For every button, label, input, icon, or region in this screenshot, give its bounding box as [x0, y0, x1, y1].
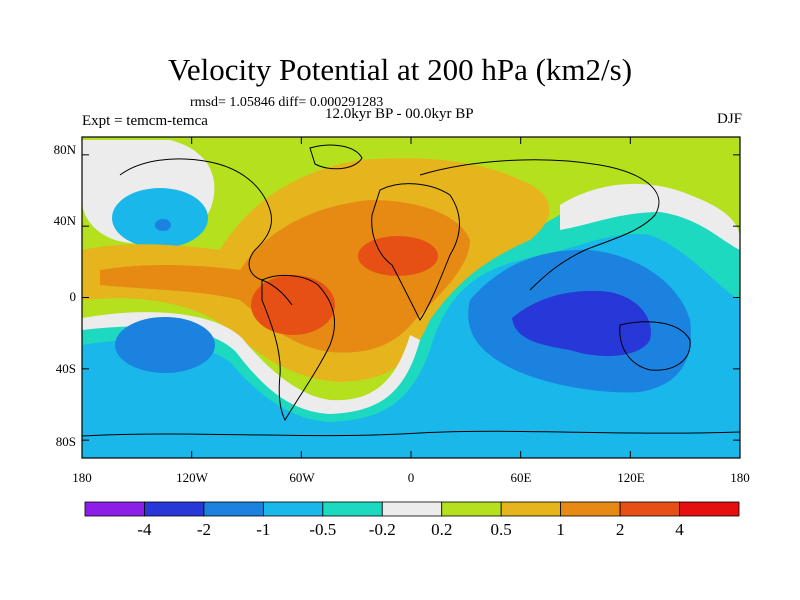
colorbar-swatch [381, 501, 443, 517]
colorbar [84, 501, 740, 517]
colorbar-label: 4 [675, 520, 684, 539]
lon-label-0: 0 [407, 470, 415, 485]
contour-zero-sh [82, 312, 420, 414]
colorbar-label: -0.5 [309, 520, 337, 539]
lat-label-80s: 80S [55, 434, 76, 449]
coastlines [82, 144, 740, 437]
coast-antarctica [82, 430, 740, 437]
colorbar-label: -4 [137, 520, 152, 539]
colorbar-swatch [560, 501, 621, 517]
contour-ip-core [512, 290, 651, 356]
colorbar-swatch [500, 501, 562, 517]
coast-greenland [309, 144, 363, 170]
coast-australia [619, 321, 691, 371]
colorbar-swatch [203, 501, 264, 517]
colorbar-swatch [619, 501, 680, 517]
colorbar-label: 0.2 [431, 520, 453, 539]
coast-south-america [261, 274, 335, 422]
experiment-label: Expt = temcm-temca [82, 113, 208, 129]
lat-label-40n: 40N [53, 213, 76, 228]
lat-label-0: 0 [69, 289, 77, 304]
contour-zero-pac [560, 183, 740, 250]
contour-np-low [112, 188, 208, 248]
lon-label-120w: 120W [176, 470, 208, 485]
colorbar-label: -0.2 [368, 520, 396, 539]
coast-africa [371, 183, 460, 321]
coast-eurasia [419, 159, 660, 291]
lon-label-180w: 180 [72, 470, 92, 485]
contour-field [82, 137, 740, 458]
colorbar-swatch [144, 501, 205, 517]
contour-np-core [155, 219, 171, 231]
map-title: Velocity Potential at 200 hPa (km2/s) [167, 52, 633, 87]
colorbar-label: 1 [556, 520, 565, 539]
colorbar-label: -2 [196, 520, 211, 539]
colorbar-label: -1 [256, 520, 271, 539]
period-text: 12.0kyr BP - 00.0kyr BP [325, 106, 474, 122]
lat-label-40s: 40S [55, 361, 76, 376]
contour-max-af [358, 236, 438, 276]
lon-label-60e: 60E [510, 470, 532, 485]
lat-label-80n: 80N [53, 142, 76, 157]
contour-max-sa [251, 275, 335, 335]
colorbar-swatch [679, 501, 740, 517]
colorbar-label: 0.5 [490, 520, 512, 539]
colorbar-swatch [322, 501, 383, 517]
colorbar-swatch [441, 501, 502, 517]
contour-sp-low [115, 317, 215, 373]
colorbar-swatch [262, 501, 324, 517]
colorbar-label: 2 [615, 520, 625, 539]
lon-label-120e: 120E [617, 470, 645, 485]
axis-ticks [81, 137, 741, 458]
lon-label-60w: 60W [289, 470, 315, 485]
rmsd-diff-text: rmsd= 1.05846 diff= 0.000291283 [190, 95, 384, 110]
colorbar-swatch [84, 501, 145, 517]
lon-label-180e: 180 [730, 470, 750, 485]
season-label: DJF [716, 111, 742, 127]
